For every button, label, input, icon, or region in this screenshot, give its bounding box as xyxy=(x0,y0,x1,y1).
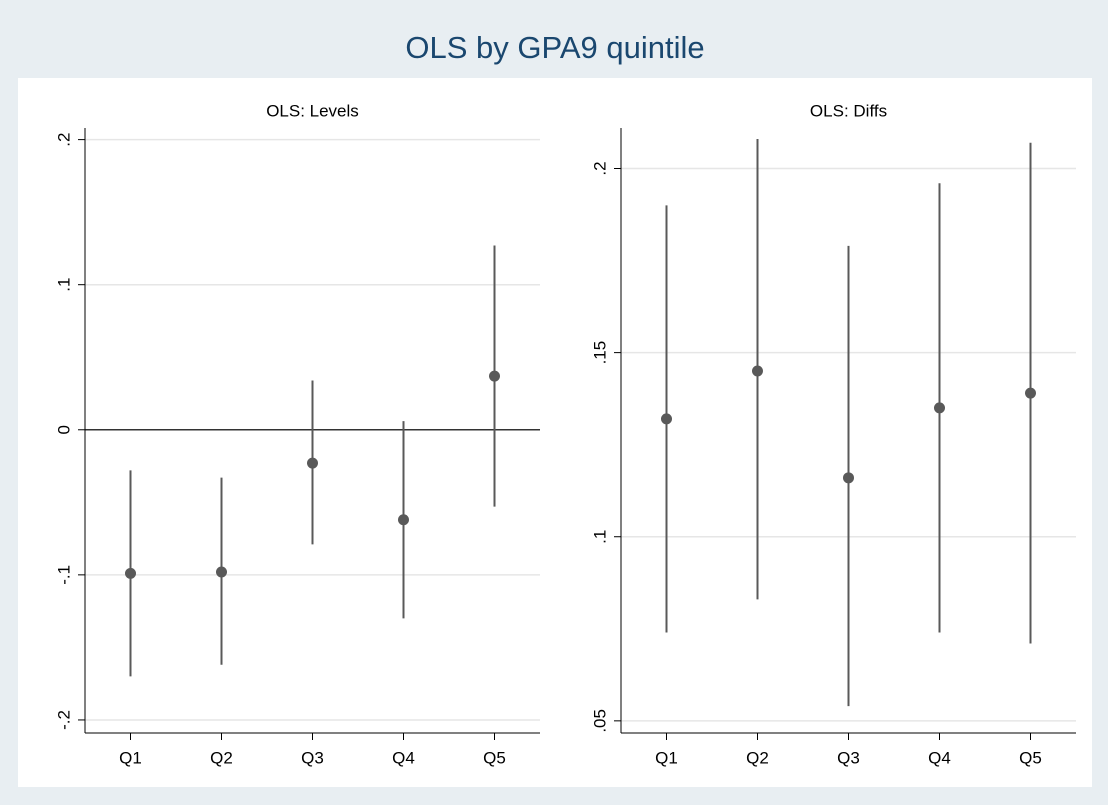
point-estimate xyxy=(1025,387,1036,399)
y-tick-label: -.1 xyxy=(54,565,73,585)
x-tick-label: Q3 xyxy=(301,748,324,767)
y-tick-label: -.2 xyxy=(54,710,73,730)
x-tick-label: Q4 xyxy=(928,748,951,767)
y-tick-label: .05 xyxy=(590,709,609,733)
x-tick-label: Q1 xyxy=(119,748,142,767)
point-estimate xyxy=(934,402,945,414)
x-tick-label: Q2 xyxy=(746,748,769,767)
y-tick-label: .1 xyxy=(54,278,73,292)
point-estimate xyxy=(216,566,227,578)
point-estimate xyxy=(489,370,500,382)
x-tick-label: Q5 xyxy=(1019,748,1042,767)
x-tick-label: Q5 xyxy=(483,748,506,767)
y-tick-label: .15 xyxy=(590,341,609,365)
y-tick-label: 0 xyxy=(54,425,73,434)
x-tick-label: Q3 xyxy=(837,748,860,767)
point-estimate xyxy=(125,567,136,579)
x-tick-label: Q2 xyxy=(210,748,233,767)
y-tick-label: .2 xyxy=(590,161,609,175)
plot-region xyxy=(18,78,1092,787)
panel-title: OLS: Diffs xyxy=(810,101,887,120)
point-estimate xyxy=(398,514,409,526)
point-estimate xyxy=(307,457,318,469)
y-tick-label: .1 xyxy=(590,530,609,544)
x-tick-label: Q1 xyxy=(655,748,678,767)
chart-title: OLS by GPA9 quintile xyxy=(405,30,704,65)
point-estimate xyxy=(752,365,763,377)
point-estimate xyxy=(661,413,672,425)
point-estimate xyxy=(843,472,854,484)
x-tick-label: Q4 xyxy=(392,748,415,767)
y-tick-label: .2 xyxy=(54,133,73,147)
panel-title: OLS: Levels xyxy=(266,101,359,120)
